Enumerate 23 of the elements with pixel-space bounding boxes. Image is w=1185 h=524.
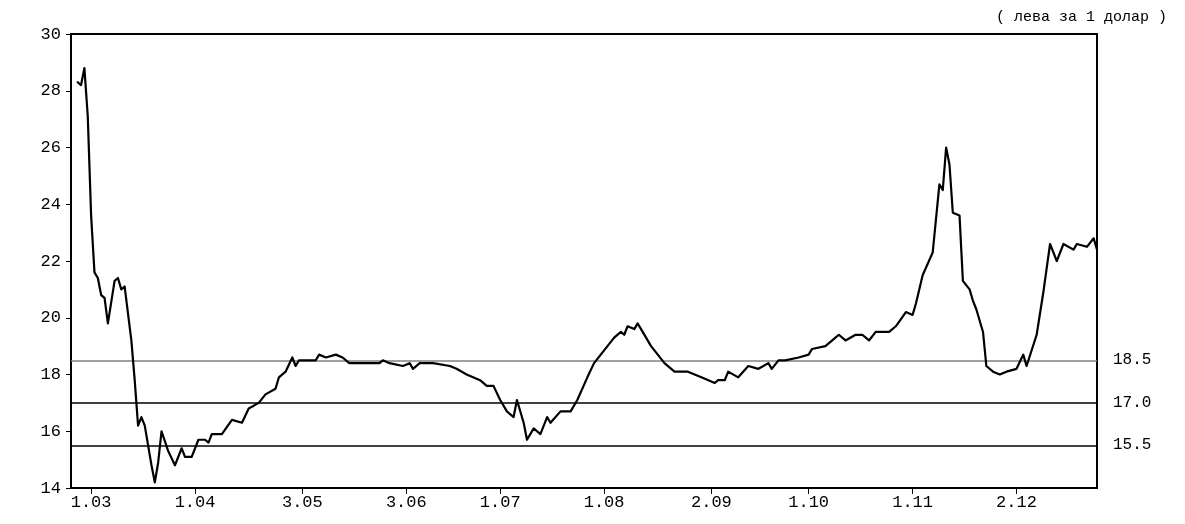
x-tick-label: 1.10: [788, 493, 830, 512]
y-tick-label: 26: [40, 138, 61, 157]
y-tick-label: 28: [40, 81, 61, 101]
y-tick-label: 22: [40, 251, 61, 271]
ref-line-label: 18.5: [1113, 351, 1152, 370]
y-tick-label: 14: [40, 478, 61, 498]
y-tick-label: 18: [40, 365, 61, 384]
x-tick-label: 3.05: [281, 493, 323, 512]
y-tick-label: 16: [40, 421, 61, 441]
x-tick-label: 1.08: [583, 493, 625, 512]
x-tick-label: 2.12: [996, 493, 1037, 512]
ref-line-label: 17.0: [1113, 393, 1152, 412]
x-tick-label: 1.07: [479, 493, 521, 512]
x-tick-label: 1.04: [174, 493, 216, 512]
x-tick-label: 1.03: [70, 493, 112, 512]
text: ( лева за 1 долар ): [995, 9, 1167, 26]
x-tick-label: 1.11: [892, 493, 933, 512]
y-tick-label: 20: [40, 308, 61, 328]
y-tick-label: 30: [40, 24, 61, 44]
y-tick-label: 24: [40, 194, 61, 214]
x-tick-label: 2.09: [691, 493, 732, 512]
ref-line-label: 15.5: [1113, 436, 1152, 455]
x-tick-label: 3.06: [385, 493, 427, 512]
